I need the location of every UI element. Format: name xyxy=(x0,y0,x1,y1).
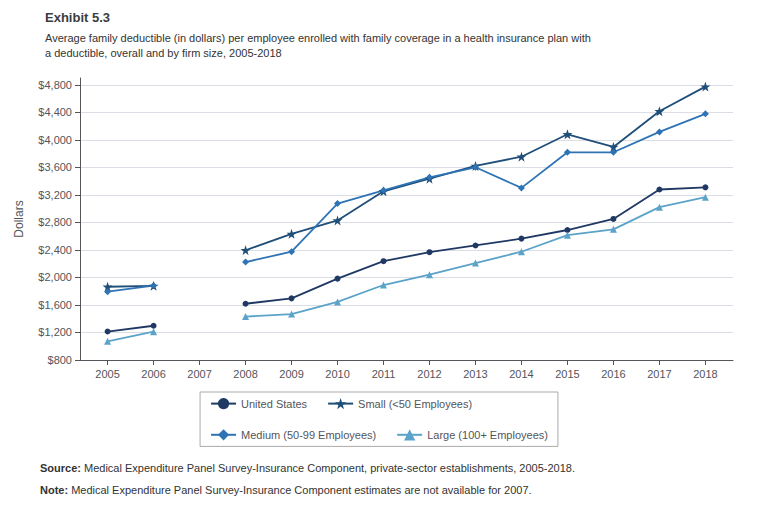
svg-text:$3,200: $3,200 xyxy=(38,189,72,201)
svg-text:a deductible, overall and by f: a deductible, overall and by firm size, … xyxy=(45,47,282,59)
svg-text:$2,400: $2,400 xyxy=(38,244,72,256)
svg-text:$1,600: $1,600 xyxy=(38,299,72,311)
svg-text:2014: 2014 xyxy=(509,368,533,380)
svg-text:2006: 2006 xyxy=(141,368,165,380)
svg-text:2007: 2007 xyxy=(187,368,211,380)
svg-text:$1,200: $1,200 xyxy=(38,326,72,338)
svg-text:Medical Expenditure Panel Surv: Medical Expenditure Panel Survey-Insuran… xyxy=(81,462,575,474)
svg-text:Source:: Source: xyxy=(40,462,81,474)
svg-text:2010: 2010 xyxy=(325,368,349,380)
svg-text:2009: 2009 xyxy=(279,368,303,380)
svg-text:2013: 2013 xyxy=(463,368,487,380)
svg-text:$800: $800 xyxy=(48,354,72,366)
svg-text:Dollars: Dollars xyxy=(12,200,26,237)
svg-text:Large (100+ Employees): Large (100+ Employees) xyxy=(427,429,548,441)
svg-text:2005: 2005 xyxy=(95,368,119,380)
svg-text:$3,600: $3,600 xyxy=(38,161,72,173)
svg-text:2017: 2017 xyxy=(647,368,671,380)
svg-text:2016: 2016 xyxy=(601,368,625,380)
svg-text:2011: 2011 xyxy=(372,368,396,380)
svg-text:Average family deductible (in: Average family deductible (in dollars) p… xyxy=(45,32,591,44)
svg-text:$4,800: $4,800 xyxy=(38,79,72,91)
svg-text:2015: 2015 xyxy=(555,368,579,380)
svg-text:$2,000: $2,000 xyxy=(38,271,72,283)
svg-text:United States: United States xyxy=(241,398,308,410)
svg-text:Small (<50 Employees): Small (<50 Employees) xyxy=(358,398,472,410)
svg-text:Medical Expenditure Panel Surv: Medical Expenditure Panel Survey-Insuran… xyxy=(68,484,531,496)
svg-text:2018: 2018 xyxy=(693,368,717,380)
svg-text:2012: 2012 xyxy=(417,368,441,380)
svg-text:2008: 2008 xyxy=(233,368,257,380)
svg-text:$4,400: $4,400 xyxy=(38,106,72,118)
svg-text:$2,800: $2,800 xyxy=(38,216,72,228)
svg-text:Medium (50-99 Employees): Medium (50-99 Employees) xyxy=(241,429,376,441)
svg-text:$4,000: $4,000 xyxy=(38,134,72,146)
svg-text:Exhibit 5.3: Exhibit 5.3 xyxy=(45,10,110,25)
svg-text:Note:: Note: xyxy=(40,484,68,496)
